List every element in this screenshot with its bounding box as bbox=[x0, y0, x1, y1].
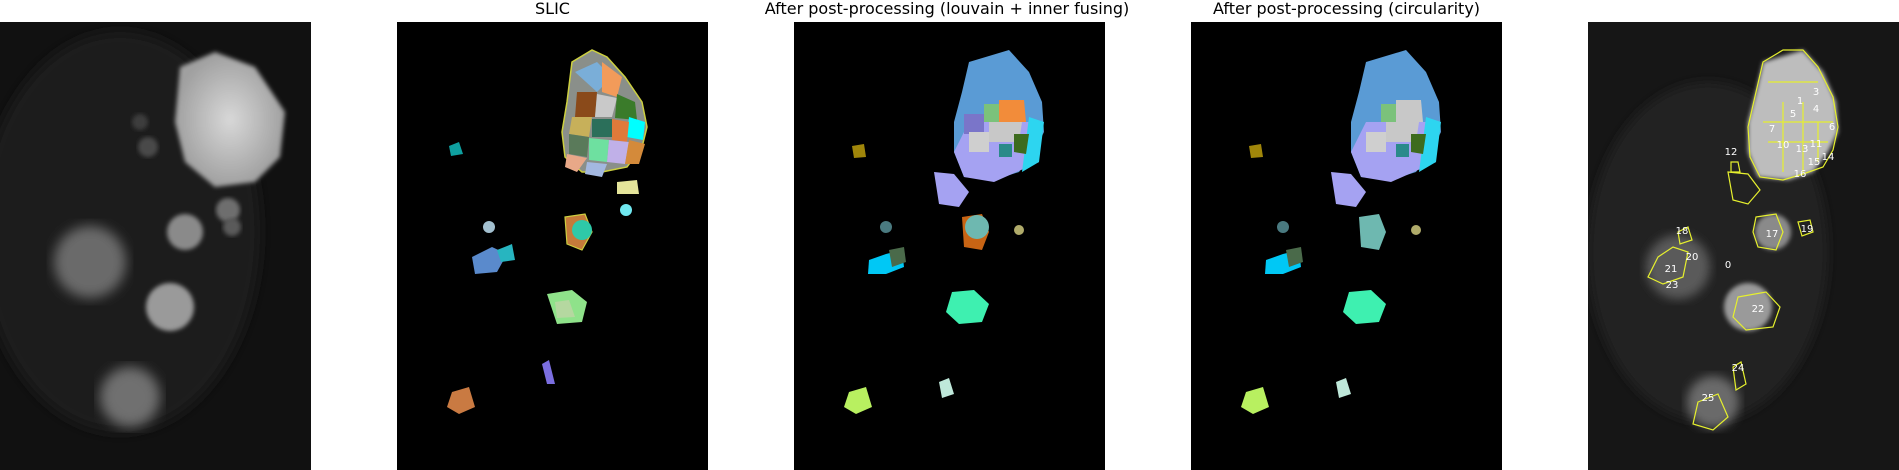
circularity-segmentation bbox=[1241, 50, 1441, 414]
cell-label-14: 14 bbox=[1822, 152, 1835, 163]
cell-label-6: 6 bbox=[1829, 122, 1835, 133]
cell-label-13: 13 bbox=[1796, 144, 1809, 155]
cell-label-12: 12 bbox=[1725, 147, 1738, 158]
cell-label-1: 1 bbox=[1797, 96, 1803, 107]
cell-label-7: 7 bbox=[1769, 124, 1775, 135]
cell-label-21: 21 bbox=[1665, 264, 1678, 275]
cell-contours bbox=[1647, 49, 1839, 431]
cell-label-16: 16 bbox=[1794, 169, 1807, 180]
panel-title-louvain: After post-processing (louvain + inner f… bbox=[764, 0, 1130, 18]
cell-label-25: 25 bbox=[1702, 393, 1715, 404]
cell-label-4: 4 bbox=[1813, 104, 1819, 115]
slic-segmentation bbox=[447, 49, 648, 414]
cell-label-24: 24 bbox=[1732, 363, 1745, 374]
cell-label-0: 0 bbox=[1725, 260, 1731, 271]
panel-slic bbox=[397, 22, 708, 470]
cell-label-11: 11 bbox=[1810, 139, 1823, 150]
original-image bbox=[0, 22, 311, 470]
panel-overlay: 0 1 3 4 5 6 7 10 11 12 13 14 15 16 17 18… bbox=[1588, 22, 1899, 470]
cell-label-18: 18 bbox=[1676, 226, 1689, 237]
louvain-segmentation bbox=[844, 50, 1044, 414]
panel-title-circularity: After post-processing (circularity) bbox=[1212, 0, 1481, 18]
cell-label-20: 20 bbox=[1686, 252, 1699, 263]
cell-label-5: 5 bbox=[1790, 109, 1796, 120]
panel-louvain bbox=[794, 22, 1105, 470]
cell-label-23: 23 bbox=[1666, 280, 1679, 291]
cell-label-group: 0 1 3 4 5 6 7 10 11 12 13 14 15 16 17 18… bbox=[1665, 87, 1836, 404]
cell-label-15: 15 bbox=[1808, 157, 1821, 168]
cell-label-3: 3 bbox=[1813, 87, 1819, 98]
cell-label-17: 17 bbox=[1766, 229, 1779, 240]
cell-label-10: 10 bbox=[1777, 140, 1790, 151]
panel-title-slic: SLIC bbox=[535, 0, 570, 18]
panel-circularity bbox=[1191, 22, 1502, 470]
panel-original-image bbox=[0, 22, 311, 470]
cell-label-19: 19 bbox=[1801, 224, 1814, 235]
overlay-image: 0 1 3 4 5 6 7 10 11 12 13 14 15 16 17 18… bbox=[1588, 22, 1899, 470]
cell-label-22: 22 bbox=[1752, 304, 1765, 315]
